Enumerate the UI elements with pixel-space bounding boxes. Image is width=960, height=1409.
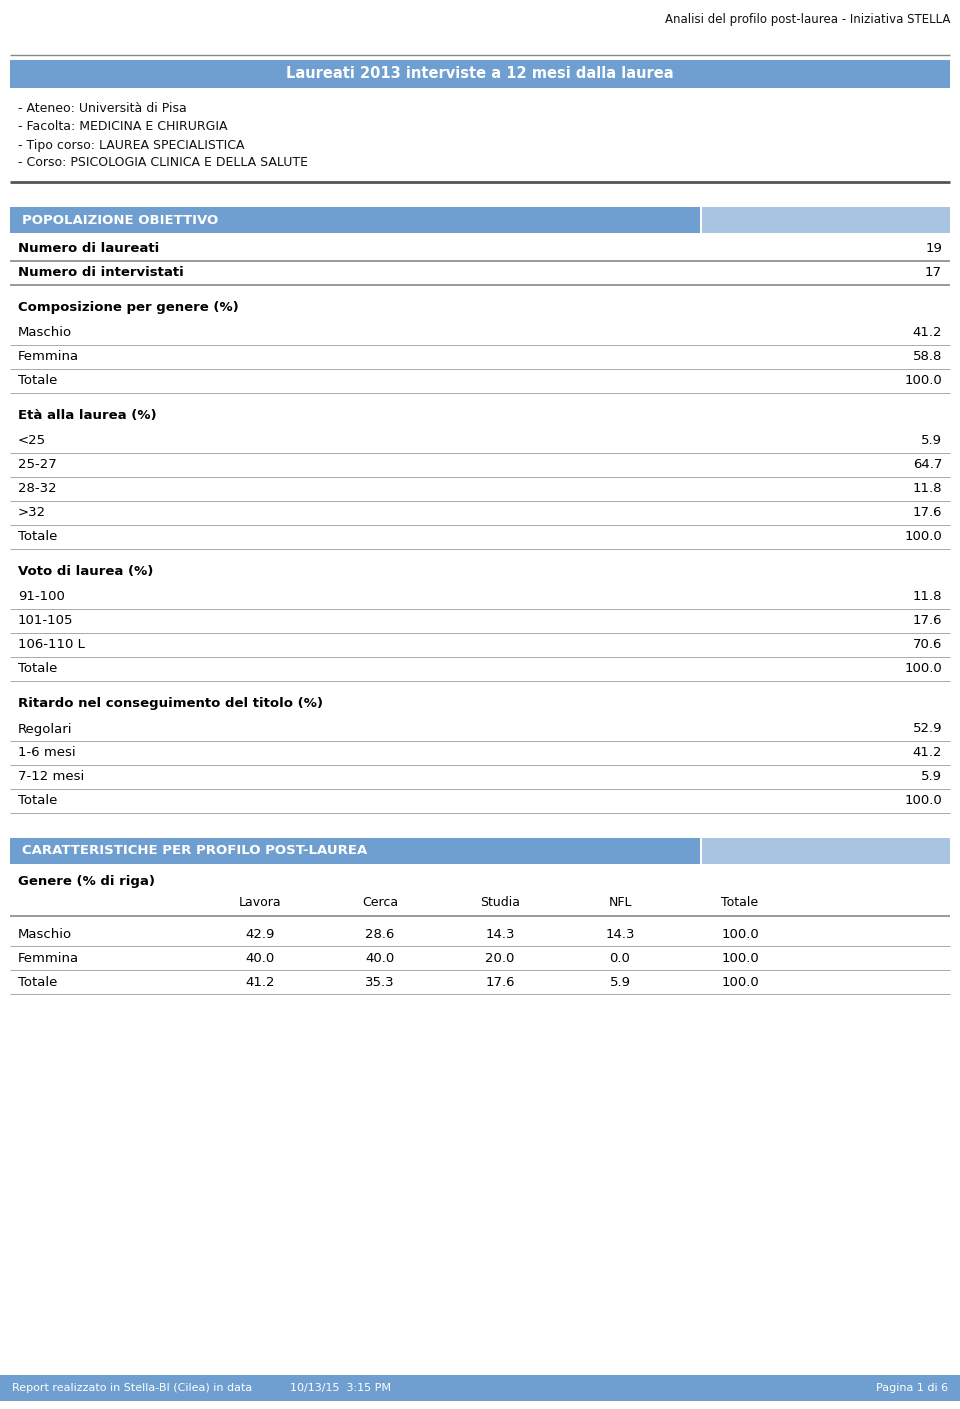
Text: 101-105: 101-105 <box>18 614 74 627</box>
Text: Maschio: Maschio <box>18 327 72 340</box>
Text: 17: 17 <box>925 266 942 279</box>
Text: Totale: Totale <box>18 375 58 387</box>
Text: 0.0: 0.0 <box>610 951 631 965</box>
Text: <25: <25 <box>18 434 46 448</box>
Text: Cerca: Cerca <box>362 896 398 909</box>
Text: Totale: Totale <box>18 975 58 989</box>
Text: 1-6 mesi: 1-6 mesi <box>18 747 76 759</box>
Bar <box>0 1375 960 1401</box>
Text: Ritardo nel conseguimento del titolo (%): Ritardo nel conseguimento del titolo (%) <box>18 697 323 710</box>
Bar <box>702 838 950 864</box>
Text: 19: 19 <box>925 242 942 255</box>
Text: 7-12 mesi: 7-12 mesi <box>18 771 84 783</box>
Text: Femmina: Femmina <box>18 951 79 965</box>
Text: 17.6: 17.6 <box>913 614 942 627</box>
Text: 58.8: 58.8 <box>913 351 942 364</box>
Text: Numero di intervistati: Numero di intervistati <box>18 266 183 279</box>
Text: 100.0: 100.0 <box>904 375 942 387</box>
Text: Analisi del profilo post-laurea - Iniziativa STELLA: Analisi del profilo post-laurea - Inizia… <box>664 14 950 27</box>
Bar <box>702 207 950 232</box>
Text: Studia: Studia <box>480 896 520 909</box>
Text: Maschio: Maschio <box>18 927 72 940</box>
Text: 28.6: 28.6 <box>366 927 395 940</box>
Text: Totale: Totale <box>18 531 58 544</box>
Text: 100.0: 100.0 <box>904 531 942 544</box>
Text: - Ateneo: Università di Pisa: - Ateneo: Università di Pisa <box>18 103 187 116</box>
Text: 20.0: 20.0 <box>486 951 515 965</box>
Text: Report realizzato in Stella-BI (Cilea) in data: Report realizzato in Stella-BI (Cilea) i… <box>12 1384 252 1394</box>
Text: Laureati 2013 interviste a 12 mesi dalla laurea: Laureati 2013 interviste a 12 mesi dalla… <box>286 66 674 82</box>
Text: Femmina: Femmina <box>18 351 79 364</box>
Text: 28-32: 28-32 <box>18 482 57 496</box>
Text: 14.3: 14.3 <box>485 927 515 940</box>
Text: 100.0: 100.0 <box>904 795 942 807</box>
Bar <box>10 207 700 232</box>
Text: CARATTERISTICHE PER PROFILO POST-LAUREA: CARATTERISTICHE PER PROFILO POST-LAUREA <box>22 844 368 858</box>
Text: Totale: Totale <box>18 662 58 675</box>
Text: Regolari: Regolari <box>18 723 73 735</box>
Text: Voto di laurea (%): Voto di laurea (%) <box>18 565 154 579</box>
Text: 106-110 L: 106-110 L <box>18 638 84 651</box>
Text: 5.9: 5.9 <box>610 975 631 989</box>
Text: >32: >32 <box>18 506 46 520</box>
Text: POPOLAIZIONE OBIETTIVO: POPOLAIZIONE OBIETTIVO <box>22 214 218 227</box>
Text: 5.9: 5.9 <box>921 771 942 783</box>
Text: 52.9: 52.9 <box>913 723 942 735</box>
Text: Totale: Totale <box>721 896 758 909</box>
Text: 100.0: 100.0 <box>721 975 758 989</box>
Text: Totale: Totale <box>18 795 58 807</box>
Text: 14.3: 14.3 <box>605 927 635 940</box>
Text: 25-27: 25-27 <box>18 458 57 472</box>
Bar <box>10 61 950 87</box>
Text: 100.0: 100.0 <box>721 927 758 940</box>
Text: 64.7: 64.7 <box>913 458 942 472</box>
Text: Composizione per genere (%): Composizione per genere (%) <box>18 302 239 314</box>
Text: 11.8: 11.8 <box>913 590 942 603</box>
Text: 41.2: 41.2 <box>913 327 942 340</box>
Text: 100.0: 100.0 <box>904 662 942 675</box>
Text: 5.9: 5.9 <box>921 434 942 448</box>
Text: 17.6: 17.6 <box>485 975 515 989</box>
Text: 17.6: 17.6 <box>913 506 942 520</box>
Text: Numero di laureati: Numero di laureati <box>18 242 159 255</box>
Text: 91-100: 91-100 <box>18 590 65 603</box>
Text: Pagina 1 di 6: Pagina 1 di 6 <box>876 1384 948 1394</box>
Text: - Corso: PSICOLOGIA CLINICA E DELLA SALUTE: - Corso: PSICOLOGIA CLINICA E DELLA SALU… <box>18 156 308 169</box>
Text: 10/13/15  3:15 PM: 10/13/15 3:15 PM <box>290 1384 391 1394</box>
Text: 35.3: 35.3 <box>365 975 395 989</box>
Text: 41.2: 41.2 <box>245 975 275 989</box>
Text: 100.0: 100.0 <box>721 951 758 965</box>
Bar <box>10 838 700 864</box>
Text: Genere (% di riga): Genere (% di riga) <box>18 875 155 888</box>
Text: Età alla laurea (%): Età alla laurea (%) <box>18 410 156 423</box>
Text: 40.0: 40.0 <box>246 951 275 965</box>
Text: 40.0: 40.0 <box>366 951 395 965</box>
Text: 42.9: 42.9 <box>246 927 275 940</box>
Text: 11.8: 11.8 <box>913 482 942 496</box>
Text: NFL: NFL <box>609 896 632 909</box>
Text: - Tipo corso: LAUREA SPECIALISTICA: - Tipo corso: LAUREA SPECIALISTICA <box>18 138 245 152</box>
Text: 41.2: 41.2 <box>913 747 942 759</box>
Text: - Facolta: MEDICINA E CHIRURGIA: - Facolta: MEDICINA E CHIRURGIA <box>18 121 228 134</box>
Text: Lavora: Lavora <box>239 896 281 909</box>
Text: 70.6: 70.6 <box>913 638 942 651</box>
